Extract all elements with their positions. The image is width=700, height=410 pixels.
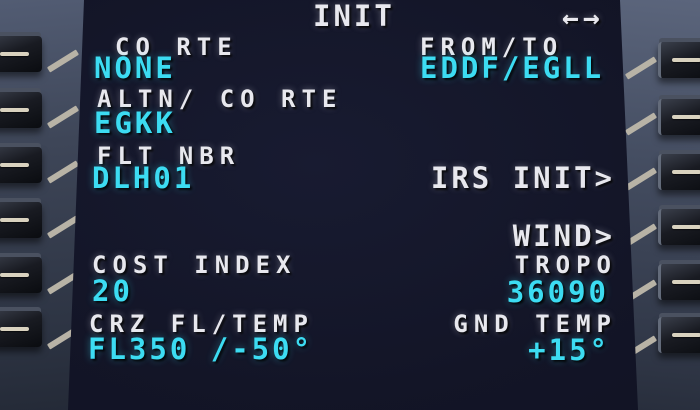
wind-prompt[interactable]: WIND> xyxy=(512,219,615,253)
key-dash xyxy=(672,115,700,119)
altn-co-rte-value: EGKK xyxy=(94,106,176,140)
key-dash xyxy=(672,280,700,284)
page-title: INIT xyxy=(313,0,395,33)
key-dash xyxy=(672,225,700,229)
key-dash xyxy=(672,333,700,337)
key-dash xyxy=(0,108,29,112)
lsk-l5-button[interactable] xyxy=(0,257,42,293)
lsk-r5-button[interactable] xyxy=(658,264,700,300)
cost-index-label: COST INDEX xyxy=(92,251,297,279)
key-dash xyxy=(672,170,700,174)
right-bezel xyxy=(620,0,700,410)
tropo-value: 36090 xyxy=(506,275,609,309)
lsk-l4-button[interactable] xyxy=(0,202,42,238)
co-rte-label: CO RTE xyxy=(115,33,238,61)
crz-fl-temp-value: FL350 /-50° xyxy=(88,332,314,366)
lsk-l2-button[interactable] xyxy=(0,92,42,128)
lsk-l1-button[interactable] xyxy=(0,36,42,72)
lsk-r6-button[interactable] xyxy=(658,317,700,353)
from-to-label: FROM/TO xyxy=(420,33,564,61)
tropo-label: TROPO xyxy=(514,251,617,279)
flt-nbr-value: DLH01 xyxy=(92,161,195,195)
lsk-pointer-stripe xyxy=(624,112,658,136)
gnd-temp-value: +15° xyxy=(528,333,610,367)
slew-arrows-icon: ←→ xyxy=(562,1,604,34)
lsk-l3-button[interactable] xyxy=(0,147,42,183)
gnd-temp-label: GND TEMP xyxy=(453,310,617,338)
flt-nbr-label: FLT NBR xyxy=(97,142,241,170)
key-dash xyxy=(0,163,29,167)
altn-co-rte-label: ALTN/ CO RTE xyxy=(97,85,343,113)
from-to-value: EDDF/EGLL xyxy=(420,51,605,85)
crz-fl-temp-label: CRZ FL/TEMP xyxy=(89,310,314,338)
lsk-pointer-stripe xyxy=(624,167,658,191)
cost-index-value: 20 xyxy=(92,274,133,308)
key-dash xyxy=(0,218,29,222)
lsk-pointer-stripe xyxy=(46,160,80,184)
key-dash xyxy=(0,327,29,331)
lsk-pointer-stripe xyxy=(46,215,80,239)
lsk-pointer-stripe xyxy=(46,105,80,129)
key-dash xyxy=(0,52,29,56)
co-rte-value: NONE xyxy=(94,51,176,85)
key-dash xyxy=(672,58,700,62)
lsk-r1-button[interactable] xyxy=(658,42,700,78)
irs-init-prompt[interactable]: IRS INIT> xyxy=(430,161,615,195)
lsk-r4-button[interactable] xyxy=(658,209,700,245)
key-dash xyxy=(0,273,29,277)
lsk-l6-button[interactable] xyxy=(0,311,42,347)
lsk-pointer-stripe xyxy=(46,49,80,73)
lsk-pointer-stripe xyxy=(624,56,658,80)
lsk-r3-button[interactable] xyxy=(658,154,700,190)
left-bezel xyxy=(0,0,84,410)
lsk-r2-button[interactable] xyxy=(658,99,700,135)
